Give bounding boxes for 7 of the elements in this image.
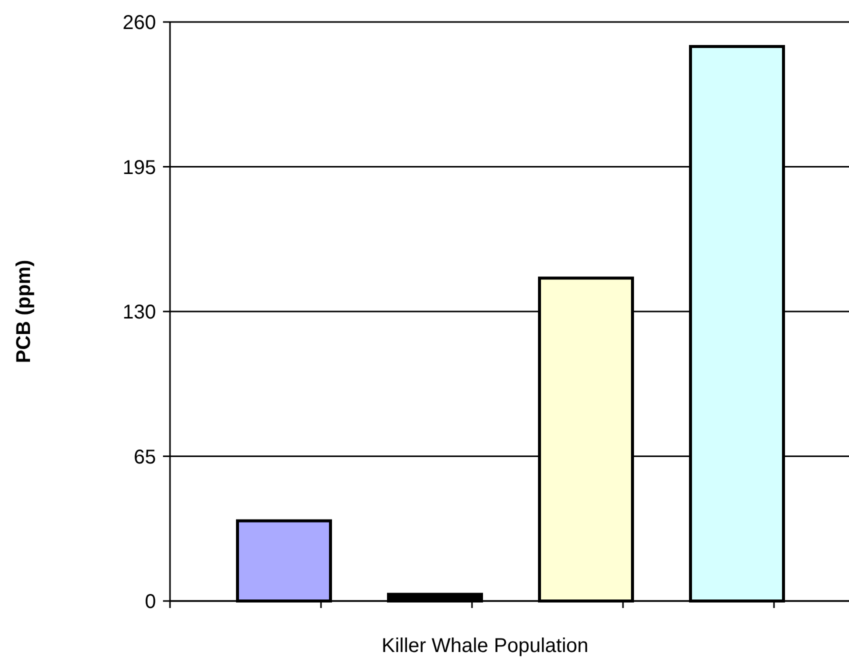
x-axis-title: Killer Whale Population (382, 635, 588, 657)
y-tick-label: 195 (122, 156, 156, 179)
y-tick-label: 260 (122, 12, 156, 34)
y-tick-label: 130 (122, 302, 156, 324)
y-tick-label: 65 (134, 446, 156, 468)
y-axis-title: PCB (ppm) (13, 260, 35, 364)
y-tick-label: 0 (144, 591, 156, 613)
